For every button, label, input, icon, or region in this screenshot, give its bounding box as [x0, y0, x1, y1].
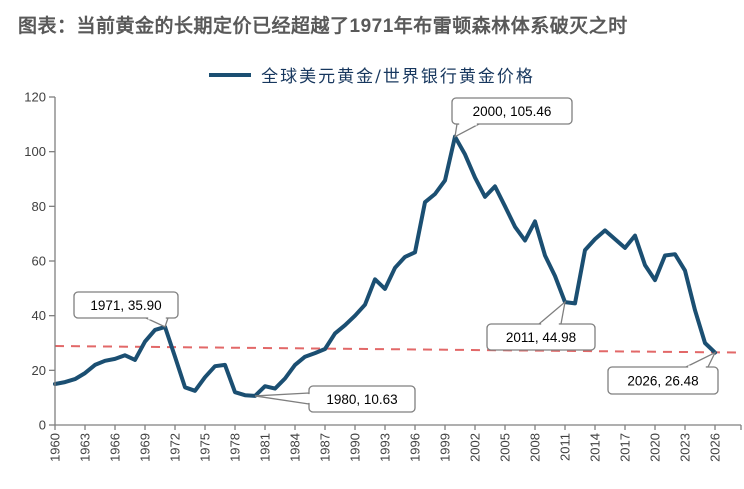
callout-label: 2026, 26.48	[627, 373, 698, 388]
x-tick-label: 2008	[528, 433, 543, 462]
annotation-callout: 2026, 26.48	[607, 351, 719, 395]
x-tick-label: 1996	[408, 433, 423, 462]
x-tick-label: 1966	[108, 433, 123, 462]
callout-pointer	[537, 300, 566, 325]
legend-label: 全球美元黄金/世界银行黄金价格	[261, 67, 535, 87]
x-tick-label: 2005	[498, 433, 513, 462]
y-tick-label: 0	[39, 418, 46, 433]
chart-title: 图表：当前黄金的长期定价已经超越了1971年布雷顿森林体系破灭之时	[18, 16, 628, 37]
legend-line-swatch	[209, 72, 252, 77]
y-tick-label: 60	[32, 254, 46, 269]
x-tick-label: 1975	[198, 433, 213, 462]
x-tick-label: 1981	[258, 433, 273, 462]
axes: 0 20 40 60 80 100 120 1960 1963 1966 1969 1972 1975 1…	[24, 90, 742, 462]
x-tick-label: 1993	[378, 433, 393, 462]
x-tick-label: 2020	[648, 433, 663, 462]
x-tick-label: 1999	[438, 433, 453, 462]
y-tick-label: 80	[32, 199, 46, 214]
annotation-callout: 2011, 44.98	[486, 300, 596, 351]
x-tick-label: 1972	[168, 433, 183, 462]
reference-dashed-line	[54, 345, 742, 354]
callout-label: 2011, 44.98	[506, 330, 576, 345]
x-tick-label: 2011	[558, 433, 573, 461]
legend: 全球美元黄金/世界银行黄金价格	[0, 62, 744, 87]
x-tick-label: 1990	[348, 433, 363, 462]
x-tick-label: 1960	[48, 433, 63, 462]
y-tick-label: 20	[32, 363, 46, 378]
x-tick-label: 2026	[708, 433, 723, 462]
x-tick-label: 1984	[288, 433, 303, 462]
x-tick-label: 2023	[678, 433, 693, 462]
y-tick-label: 100	[24, 144, 46, 159]
callout-box	[486, 323, 596, 351]
x-tick-label: 2014	[588, 433, 603, 462]
x-tick-label: 2002	[468, 433, 483, 462]
callout-box	[451, 97, 573, 125]
callout-label: 2000, 105.46	[473, 104, 552, 119]
callout-box	[607, 366, 719, 395]
x-tick-label: 2017	[618, 433, 633, 462]
callout-pointer	[685, 351, 717, 368]
annotation-callout: 2000, 105.46	[451, 97, 573, 138]
x-tick-label: 1969	[138, 433, 153, 462]
callout-pointer	[454, 123, 480, 138]
x-tick-label: 1963	[78, 433, 93, 462]
gold-price-line	[53, 134, 717, 398]
annotation-callout: 1971, 35.90	[73, 291, 179, 328]
y-tick-label: 120	[24, 90, 46, 105]
x-tick-label: 1978	[228, 433, 243, 462]
annotation-callout: 1980, 10.63	[254, 385, 416, 413]
y-tick-label: 40	[32, 308, 46, 323]
x-tick-label: 1987	[318, 433, 333, 462]
callout-box	[73, 291, 179, 319]
callout-label: 1971, 35.90	[90, 298, 161, 313]
callout-label: 1980, 10.63	[326, 392, 397, 407]
callout-pointer	[254, 392, 310, 405]
